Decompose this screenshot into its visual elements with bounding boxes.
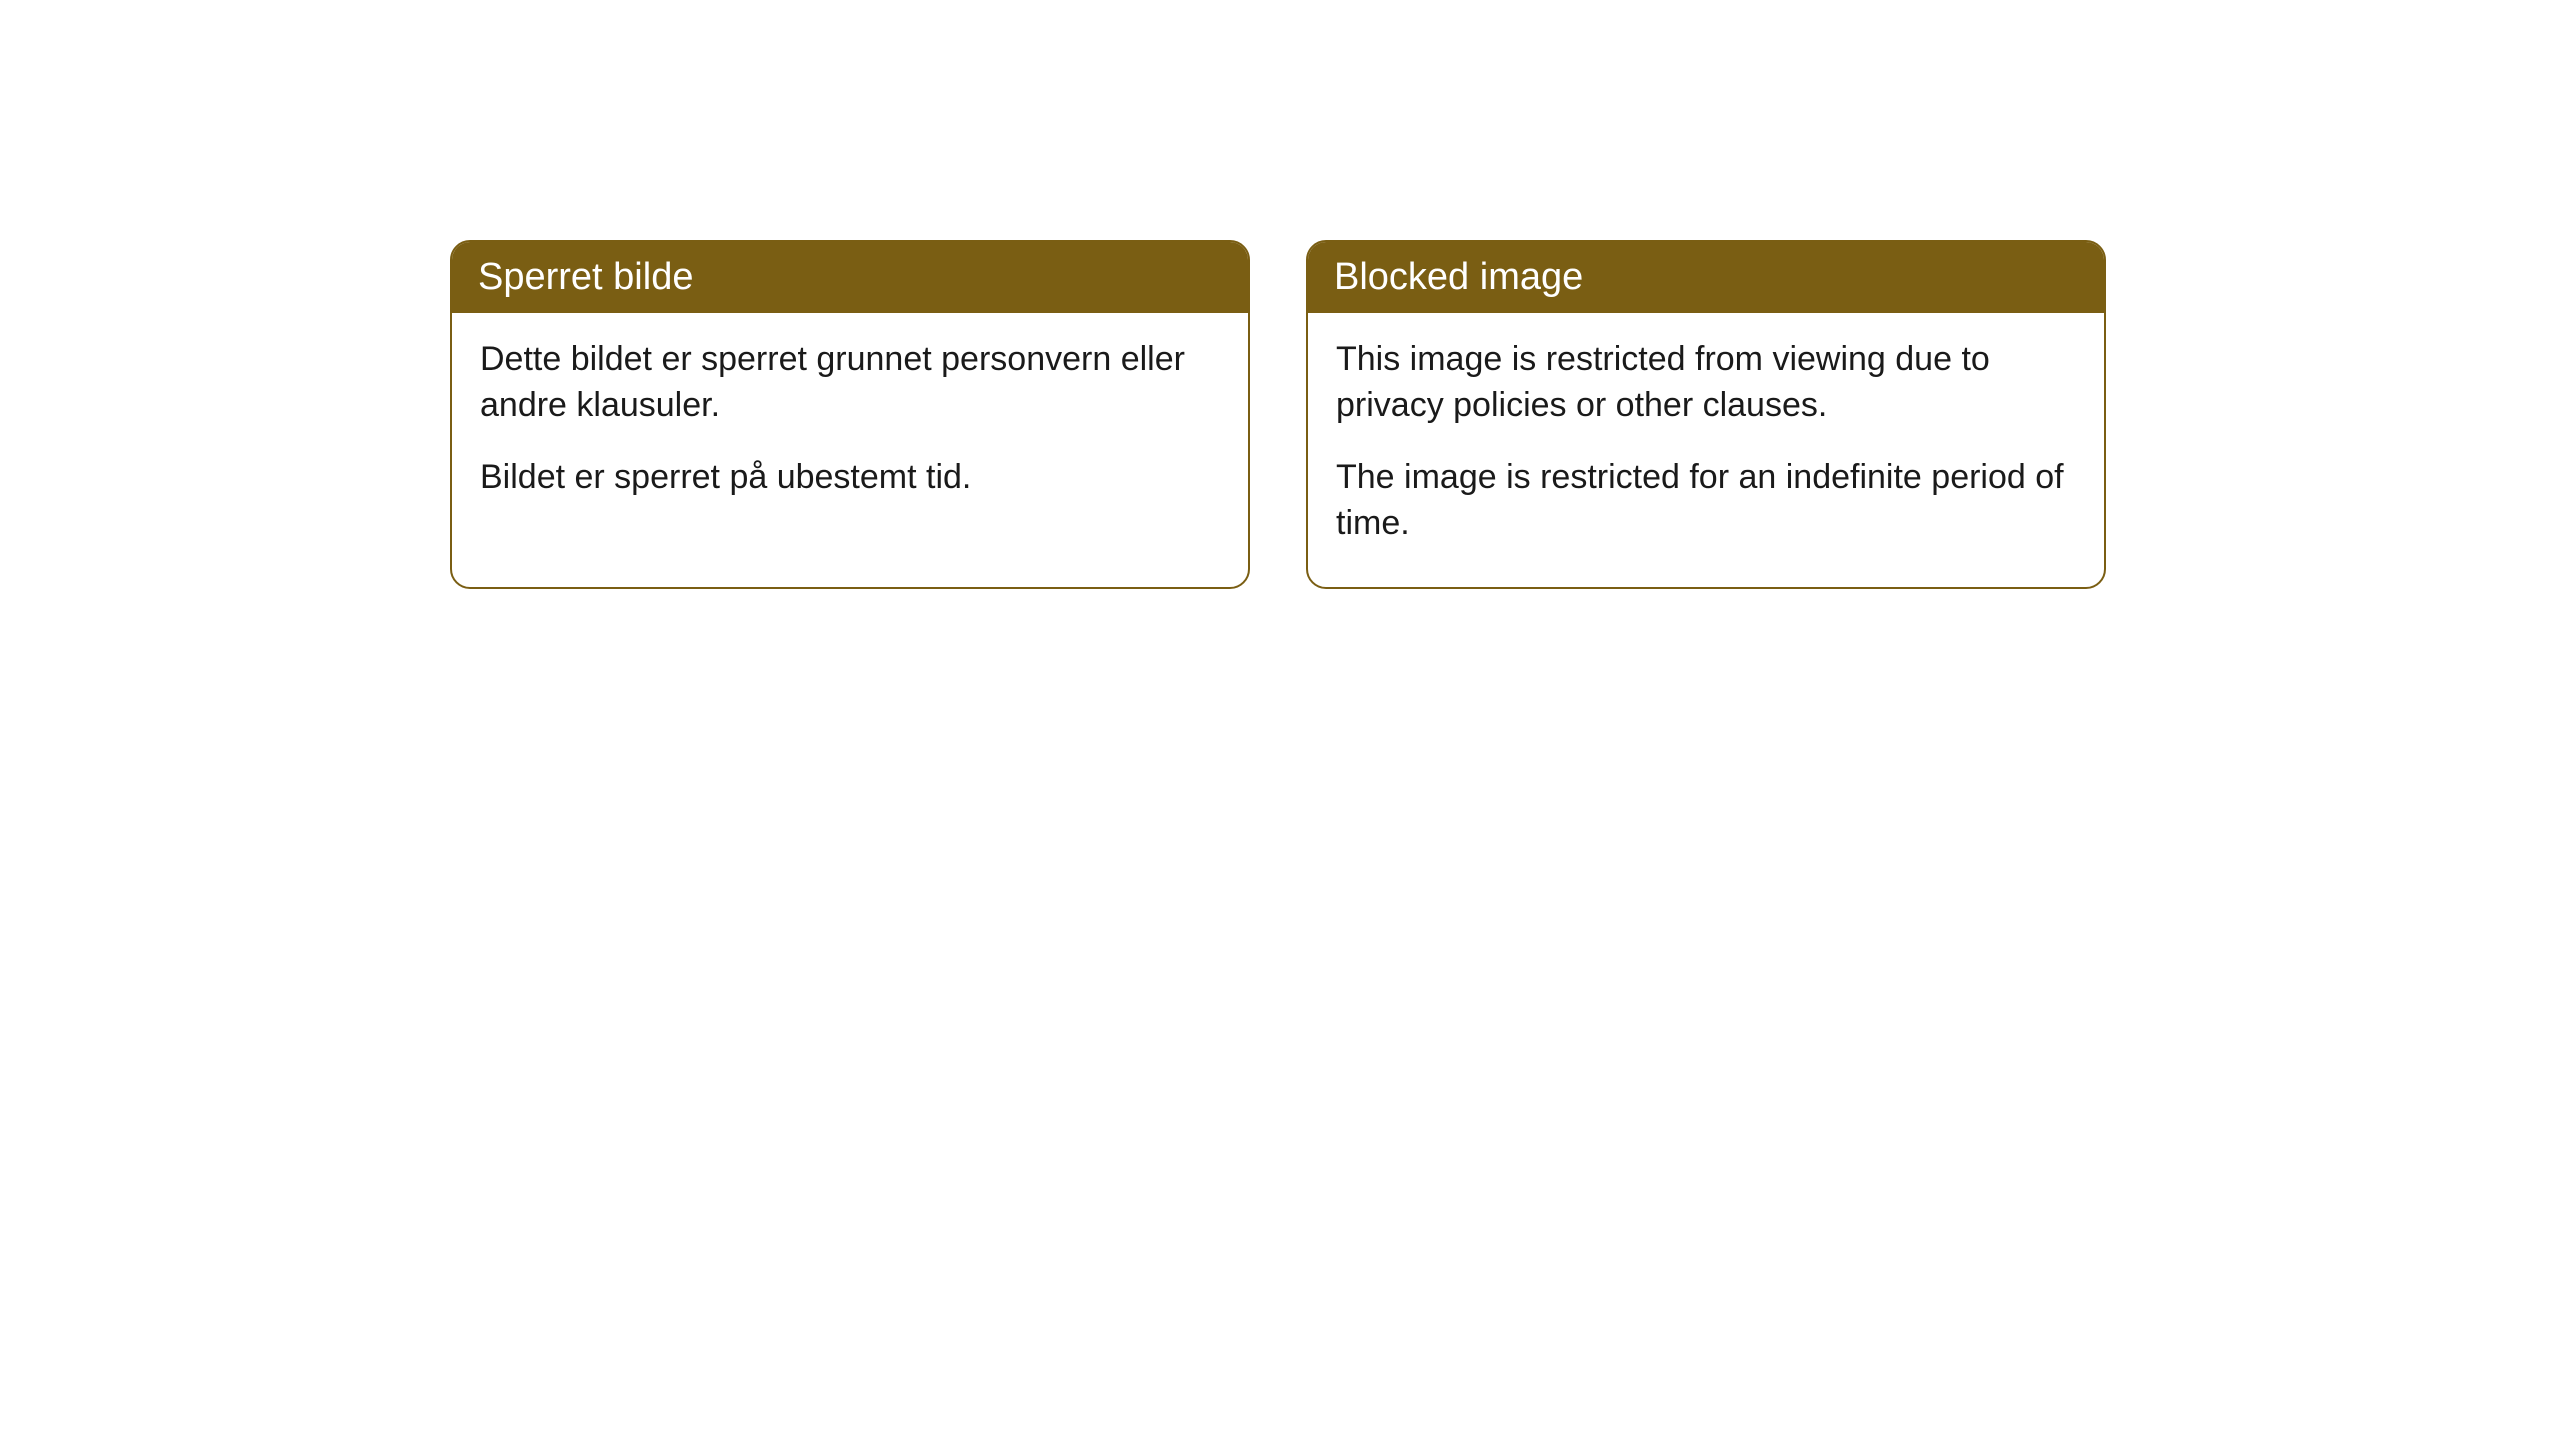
card-paragraph-2: Bildet er sperret på ubestemt tid. — [480, 455, 1220, 501]
card-header-norwegian: Sperret bilde — [452, 242, 1248, 313]
card-paragraph-1: This image is restricted from viewing du… — [1336, 337, 2076, 429]
blocked-image-card-norwegian: Sperret bilde Dette bildet er sperret gr… — [450, 240, 1250, 589]
card-body-norwegian: Dette bildet er sperret grunnet personve… — [452, 313, 1248, 541]
card-body-english: This image is restricted from viewing du… — [1308, 313, 2104, 587]
notice-cards-container: Sperret bilde Dette bildet er sperret gr… — [450, 240, 2560, 589]
card-title: Sperret bilde — [478, 256, 693, 298]
blocked-image-card-english: Blocked image This image is restricted f… — [1306, 240, 2106, 589]
card-title: Blocked image — [1334, 256, 1583, 298]
card-header-english: Blocked image — [1308, 242, 2104, 313]
card-paragraph-2: The image is restricted for an indefinit… — [1336, 455, 2076, 547]
card-paragraph-1: Dette bildet er sperret grunnet personve… — [480, 337, 1220, 429]
